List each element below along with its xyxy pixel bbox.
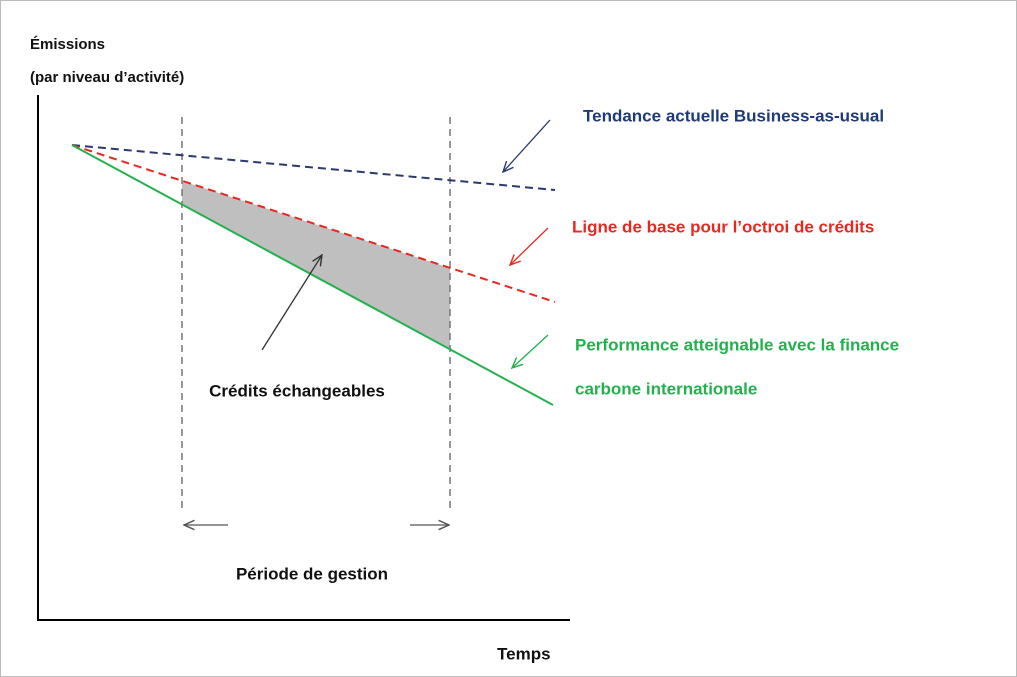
performance-label: carbone internationale <box>575 379 757 398</box>
performance-line <box>71 144 554 406</box>
bau-arrow <box>503 119 551 172</box>
period-label: Période de gestion <box>236 564 388 583</box>
performance-arrow <box>512 334 549 368</box>
bau-line <box>71 144 556 191</box>
baseline-arrow <box>510 227 549 265</box>
area-label: Crédits échangeables <box>209 381 385 400</box>
x-axis-label: Temps <box>497 644 551 663</box>
area-arrow <box>261 255 322 351</box>
performance-label: Performance atteignable avec la finance <box>575 335 899 354</box>
baseline-label: Ligne de base pour l’octroi de crédits <box>572 217 874 236</box>
bau-label: Tendance actuelle Business-as-usual <box>583 106 884 125</box>
y-axis-label: Émissions <box>30 36 105 53</box>
y-axis-label: (par niveau d’activité) <box>30 69 184 86</box>
baseline-line <box>71 144 556 303</box>
